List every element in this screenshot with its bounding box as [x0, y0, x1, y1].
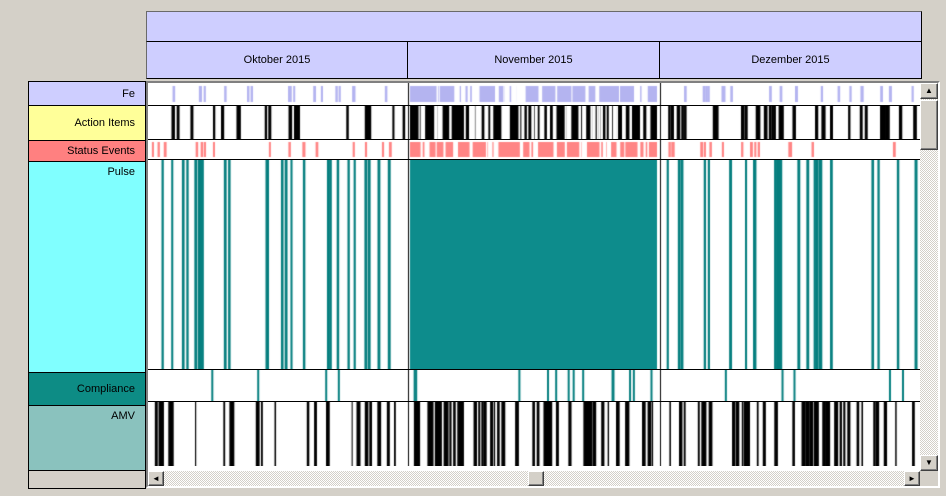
event-row-compliance[interactable] [148, 370, 920, 402]
event-row-amv[interactable] [148, 402, 920, 466]
scroll-down-icon: ▼ [925, 458, 933, 467]
event-row-action-items[interactable] [148, 106, 920, 140]
event-row-action-items-canvas [148, 106, 920, 139]
timeline-plot-area [148, 83, 920, 471]
row-label-column: Fe Action Items Status Events Pulse Comp… [28, 81, 146, 489]
event-row-status-events[interactable] [148, 140, 920, 160]
event-row-amv-canvas [148, 402, 920, 466]
scroll-right-icon: ► [908, 473, 916, 483]
horizontal-scrollbar[interactable]: ◄ ► [148, 471, 920, 486]
vertical-scrollbar-thumb[interactable] [920, 100, 938, 150]
row-label-action-items: Action Items [29, 106, 145, 141]
event-row-pulse-canvas [148, 160, 920, 369]
month-header-dezember: Dezember 2015 [751, 54, 830, 66]
row-label-fe: Fe [29, 82, 145, 106]
event-row-fe-canvas [148, 83, 920, 105]
event-row-pulse[interactable] [148, 160, 920, 370]
event-row-compliance-canvas [148, 370, 920, 401]
month-header-row: Oktober 2015 November 2015 Dezember 2015 [146, 41, 922, 79]
scroll-left-icon: ◄ [152, 473, 160, 483]
row-label-pulse: Pulse [29, 162, 145, 373]
row-label-compliance: Compliance [29, 373, 145, 406]
event-row-status-events-canvas [148, 140, 920, 159]
row-label-filler [29, 471, 145, 488]
horizontal-scrollbar-track[interactable] [164, 471, 904, 486]
month-header-oktober: Oktober 2015 [147, 42, 408, 78]
month-header-november: November 2015 [408, 42, 660, 78]
vertical-scrollbar[interactable]: ▲ ▼ [920, 83, 938, 471]
scrollbar-corner [920, 471, 938, 486]
timeline-chart-frame: ▲ ▼ ◄ ► [146, 81, 940, 488]
event-row-fe[interactable] [148, 83, 920, 106]
row-label-status-events: Status Events [29, 141, 145, 162]
scroll-up-button[interactable]: ▲ [920, 83, 938, 99]
row-label-amv: AMV [29, 406, 145, 471]
scroll-up-icon: ▲ [925, 86, 933, 95]
scroll-right-button[interactable]: ► [904, 471, 920, 486]
scroll-left-button[interactable]: ◄ [148, 471, 164, 486]
vertical-scrollbar-track[interactable] [920, 99, 938, 455]
timeline-header-band [146, 11, 922, 42]
scroll-down-button[interactable]: ▼ [920, 455, 938, 471]
horizontal-scrollbar-thumb[interactable] [528, 471, 544, 486]
